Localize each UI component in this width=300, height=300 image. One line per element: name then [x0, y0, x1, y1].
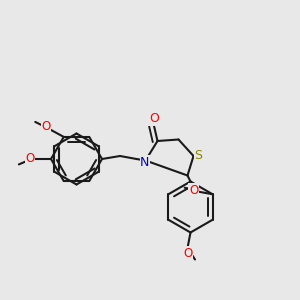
Text: O: O [26, 152, 34, 166]
Text: O: O [41, 120, 50, 133]
Text: O: O [149, 112, 159, 125]
Text: O: O [189, 184, 198, 196]
Text: N: N [140, 155, 150, 169]
Text: O: O [184, 247, 193, 260]
Text: S: S [194, 148, 202, 162]
